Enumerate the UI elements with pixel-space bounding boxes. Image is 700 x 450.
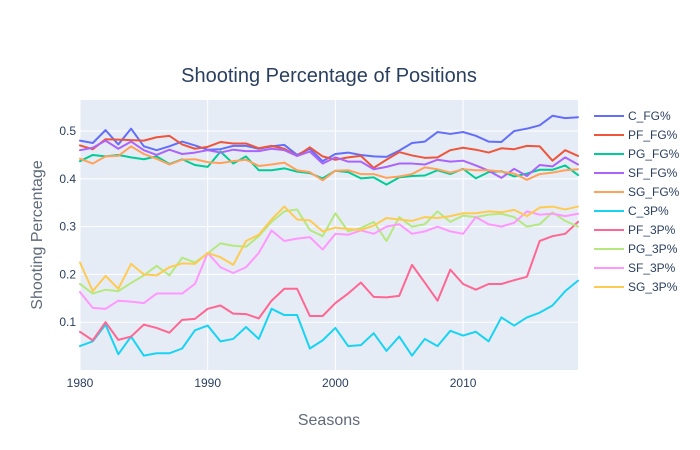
legend[interactable]: C_FG% PF_FG% PG_FG% SF_FG% SG_FG% C_3P% PF_3P%… — [594, 109, 680, 294]
legend-label: SF_3P% — [628, 261, 676, 275]
x-tick-label: 2010 — [450, 376, 477, 390]
series-line-sf-fg — [79, 139, 579, 179]
x-tick-label: 2000 — [322, 376, 349, 390]
legend-item[interactable]: SF_3P% — [594, 261, 676, 275]
legend-item[interactable]: SG_3P% — [594, 280, 678, 294]
series-lines — [79, 114, 579, 357]
legend-label: SF_FG% — [628, 166, 678, 180]
legend-label: PG_FG% — [628, 147, 680, 161]
y-tick-label: 0.3 — [59, 220, 76, 234]
series-line-pf-3p — [79, 220, 579, 342]
legend-item[interactable]: C_3P% — [594, 204, 669, 218]
y-axis-title: Shooting Percentage — [29, 160, 46, 310]
plot-background — [80, 100, 578, 370]
legend-label: SG_FG% — [628, 185, 680, 199]
legend-label: C_3P% — [628, 204, 669, 218]
legend-item[interactable]: C_FG% — [594, 109, 671, 123]
legend-label: PF_FG% — [628, 128, 678, 142]
y-tick-labels: 0.1 0.2 0.3 0.4 0.5 — [59, 124, 76, 329]
y-tick-label: 0.1 — [59, 315, 76, 329]
series-line-sg-fg — [79, 145, 579, 182]
legend-label: C_FG% — [628, 109, 671, 123]
chart-title: Shooting Percentage of Positions — [181, 65, 477, 87]
series-line-pf-fg — [79, 134, 579, 169]
series-line-sf-3p — [79, 210, 579, 310]
series-line-sg-3p — [79, 205, 579, 293]
legend-item[interactable]: PG_FG% — [594, 147, 680, 161]
legend-item[interactable]: SF_FG% — [594, 166, 678, 180]
legend-label: SG_3P% — [628, 280, 678, 294]
y-tick-label: 0.5 — [59, 124, 76, 138]
legend-item[interactable]: PF_FG% — [594, 128, 678, 142]
legend-item[interactable]: PF_3P% — [594, 223, 676, 237]
x-tick-labels: 1980 1990 2000 2010 — [67, 376, 477, 390]
x-tick-label: 1990 — [194, 376, 221, 390]
x-axis-title: Seasons — [298, 412, 360, 429]
legend-label: PF_3P% — [628, 223, 676, 237]
x-tick-label: 1980 — [67, 376, 94, 390]
series-line-c-3p — [79, 279, 579, 357]
legend-item[interactable]: SG_FG% — [594, 185, 680, 199]
legend-label: PG_3P% — [628, 242, 678, 256]
y-tick-label: 0.2 — [59, 267, 76, 281]
y-tick-label: 0.4 — [59, 172, 76, 186]
legend-item[interactable]: PG_3P% — [594, 242, 678, 256]
